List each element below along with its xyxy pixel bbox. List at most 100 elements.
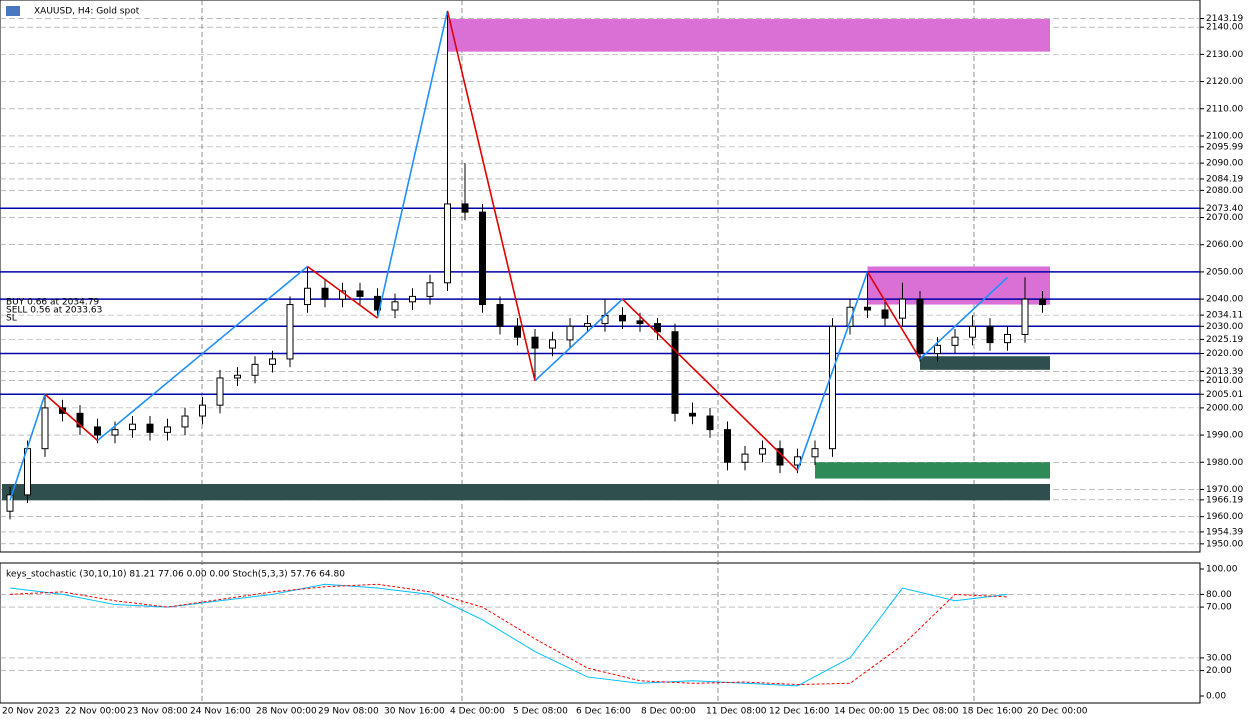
x-tick-label: 22 Nov 00:00 (65, 707, 126, 717)
x-tick-label: 20 Nov 2023 (2, 707, 60, 717)
y-tick-label: 2025.19 (1206, 335, 1243, 345)
y-tick-label: 2110.00 (1206, 104, 1243, 114)
zone (2, 484, 1050, 501)
y-tick-label: 1954.39 (1206, 527, 1243, 537)
y-tick-label: 2020.00 (1206, 349, 1243, 359)
zigzag-segment (44, 393, 99, 442)
y-tick-label: 1950.00 (1206, 539, 1243, 549)
y-tick-label: 2130.00 (1206, 50, 1243, 60)
candle-body (829, 325, 836, 450)
y-tick-label: 2010.00 (1206, 376, 1243, 386)
y-tick-label: 2084.19 (1206, 174, 1243, 184)
indicator-pane (0, 562, 1201, 704)
candle-body (566, 325, 574, 341)
candle-body (146, 423, 154, 433)
y-tick-label: 2070.00 (1206, 213, 1243, 223)
x-tick-label: 28 Nov 00:00 (256, 707, 317, 717)
zone (815, 462, 1050, 479)
candle-body (671, 331, 679, 414)
candle-body (251, 363, 259, 376)
y-tick-label: 2140.00 (1206, 23, 1243, 33)
y-tick-label: 2100.00 (1206, 131, 1243, 141)
candle-body (479, 211, 486, 306)
y-tick-label: 2030.00 (1206, 322, 1243, 332)
candle-body (304, 287, 311, 306)
candle-body (391, 301, 399, 311)
candle-body (1021, 298, 1029, 335)
x-tick-label: 12 Dec 16:00 (769, 707, 830, 717)
x-tick-label: 24 Nov 16:00 (190, 707, 251, 717)
candle-body (164, 426, 171, 433)
candle-body (111, 429, 119, 436)
y-tick-label: 1990.00 (1206, 431, 1243, 441)
candle-body (811, 448, 819, 458)
candle-body (409, 295, 416, 303)
candle-body (94, 426, 101, 436)
candle-body (514, 325, 521, 338)
candle-body (724, 429, 731, 463)
x-tick-label: 11 Dec 08:00 (706, 707, 767, 717)
y-tick-label: 2095.99 (1206, 142, 1243, 152)
x-tick-label: 8 Dec 00:00 (641, 707, 696, 717)
candle-body (216, 377, 224, 406)
y-tick-label: 70.00 (1206, 603, 1232, 613)
y-tick-label: 2143.19 (1206, 14, 1243, 24)
candle-body (321, 287, 329, 300)
candle-body (549, 339, 556, 349)
candle-body (741, 453, 749, 463)
candle-body (986, 325, 994, 344)
trade-label: SELL 0.56 at 2033.63 (6, 306, 102, 316)
x-tick-label: 30 Nov 16:00 (384, 707, 445, 717)
candle-body (759, 448, 766, 455)
indicator-label: keys_stochastic (30,10,10) 81.21 77.06 0… (6, 570, 345, 580)
zigzag-segment (621, 298, 799, 471)
candle-body (846, 306, 854, 327)
candle-body (426, 282, 434, 297)
candle-body (234, 374, 241, 379)
candle-body (1004, 333, 1011, 344)
x-tick-label: 23 Nov 08:00 (127, 707, 188, 717)
candle-body (181, 415, 189, 428)
candle-body (461, 203, 469, 213)
zigzag-segment (446, 10, 536, 381)
zigzag-segment (9, 394, 46, 501)
trade-label: BUY 0.66 at 2034.79 (6, 298, 99, 308)
y-tick-label: 2073.40 (1206, 204, 1243, 214)
zigzag-segment (307, 265, 378, 319)
zigzag-segment (919, 276, 1009, 360)
candle-body (881, 309, 889, 319)
candle-body (6, 494, 14, 512)
chart-title: XAUUSD, H4: Gold spot (34, 7, 140, 17)
zigzag-segment (796, 271, 869, 471)
zone (447, 19, 1050, 52)
x-tick-label: 14 Dec 00:00 (834, 707, 895, 717)
candle-body (706, 415, 714, 431)
x-tick-label: 29 Nov 08:00 (318, 707, 379, 717)
y-tick-label: 30.00 (1206, 653, 1232, 663)
zone (867, 266, 1050, 305)
candle-body (76, 412, 84, 428)
candle-body (951, 336, 959, 346)
candle-body (1039, 298, 1046, 306)
x-tick-label: 4 Dec 00:00 (450, 707, 505, 717)
y-tick-label: 100.00 (1206, 565, 1238, 575)
symbol-icon (6, 6, 20, 16)
y-tick-label: 1960.00 (1206, 512, 1243, 522)
candle-body (129, 423, 136, 431)
candle-body (496, 304, 504, 327)
y-tick-label: 1966.19 (1206, 495, 1243, 505)
y-tick-label: 20.00 (1206, 666, 1232, 676)
candle-body (899, 298, 906, 319)
candle-body (916, 298, 924, 354)
zigzag-segment (534, 298, 624, 382)
candle-body (619, 314, 626, 322)
y-tick-label: 1980.00 (1206, 458, 1243, 468)
y-tick-label: 2060.00 (1206, 240, 1243, 250)
y-tick-label: 2120.00 (1206, 77, 1243, 87)
candle-body (654, 323, 661, 333)
x-tick-label: 5 Dec 08:00 (513, 707, 568, 717)
y-tick-label: 2000.00 (1206, 403, 1243, 413)
candle-body (864, 306, 871, 311)
y-tick-label: 2080.00 (1206, 186, 1243, 196)
